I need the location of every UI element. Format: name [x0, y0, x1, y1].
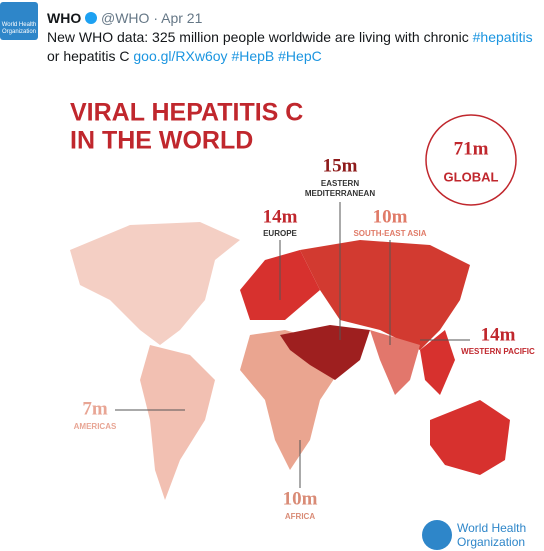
- region-name: WESTERN PACIFIC: [461, 347, 535, 356]
- global-value: 71m: [454, 138, 489, 159]
- text: or hepatitis C: [47, 48, 134, 64]
- separator: ·: [153, 10, 158, 26]
- region-name: AMERICAS: [74, 422, 117, 431]
- hashtag[interactable]: #HepC: [278, 48, 322, 64]
- global-label: GLOBAL: [444, 169, 499, 184]
- south-america: [140, 345, 215, 500]
- link[interactable]: goo.gl/RXw6oy: [133, 48, 228, 64]
- western-pacific: [420, 330, 455, 395]
- logo-emblem: [422, 520, 452, 550]
- leader-lines: [115, 202, 470, 488]
- global-circle: [425, 114, 517, 206]
- eastern-mediterranean: [280, 325, 370, 380]
- avatar-text: Organization: [1, 29, 37, 35]
- title: VIRAL HEPATITIS C: [70, 99, 303, 127]
- avatar-text: World Health: [1, 22, 37, 28]
- handle[interactable]: @WHO: [101, 10, 150, 26]
- avatar[interactable]: World Health Organization: [0, 2, 38, 40]
- hashtag[interactable]: #HepB: [231, 48, 275, 64]
- region-value: 7m: [82, 398, 108, 419]
- date[interactable]: Apr 21: [161, 10, 203, 26]
- text: New WHO data: 325 million people worldwi…: [47, 29, 473, 45]
- tweet-line: or hepatitis C goo.gl/RXw6oy #HepB #HepC: [47, 48, 322, 64]
- title: IN THE WORLD: [70, 127, 253, 155]
- region-name: MEDITERRANEAN: [305, 189, 375, 198]
- region-value: 15m: [323, 155, 358, 176]
- region-name: AFRICA: [285, 512, 315, 521]
- north-america: [70, 222, 240, 345]
- verified-badge: [85, 12, 98, 24]
- australia: [430, 400, 510, 475]
- south-east-asia: [370, 330, 420, 395]
- hashtag[interactable]: #hepatitis: [472, 29, 533, 45]
- region-value: 10m: [373, 206, 408, 227]
- tweet-line: New WHO data: 325 million people worldwi…: [47, 29, 533, 45]
- logo-text: World Health: [457, 521, 526, 535]
- region-value: 14m: [481, 324, 516, 345]
- region-name: EASTERN: [321, 179, 359, 188]
- region-value: 10m: [283, 488, 318, 509]
- map: [70, 222, 510, 500]
- region-name: SOUTH-EAST ASIA: [353, 229, 426, 238]
- region-name: EUROPE: [263, 229, 297, 238]
- asia: [300, 240, 470, 350]
- logo-text: Organization: [457, 535, 525, 549]
- author[interactable]: WHO: [47, 10, 82, 26]
- region-value: 14m: [263, 206, 298, 227]
- tweet-header: WHO @WHO · Apr 21: [47, 10, 202, 26]
